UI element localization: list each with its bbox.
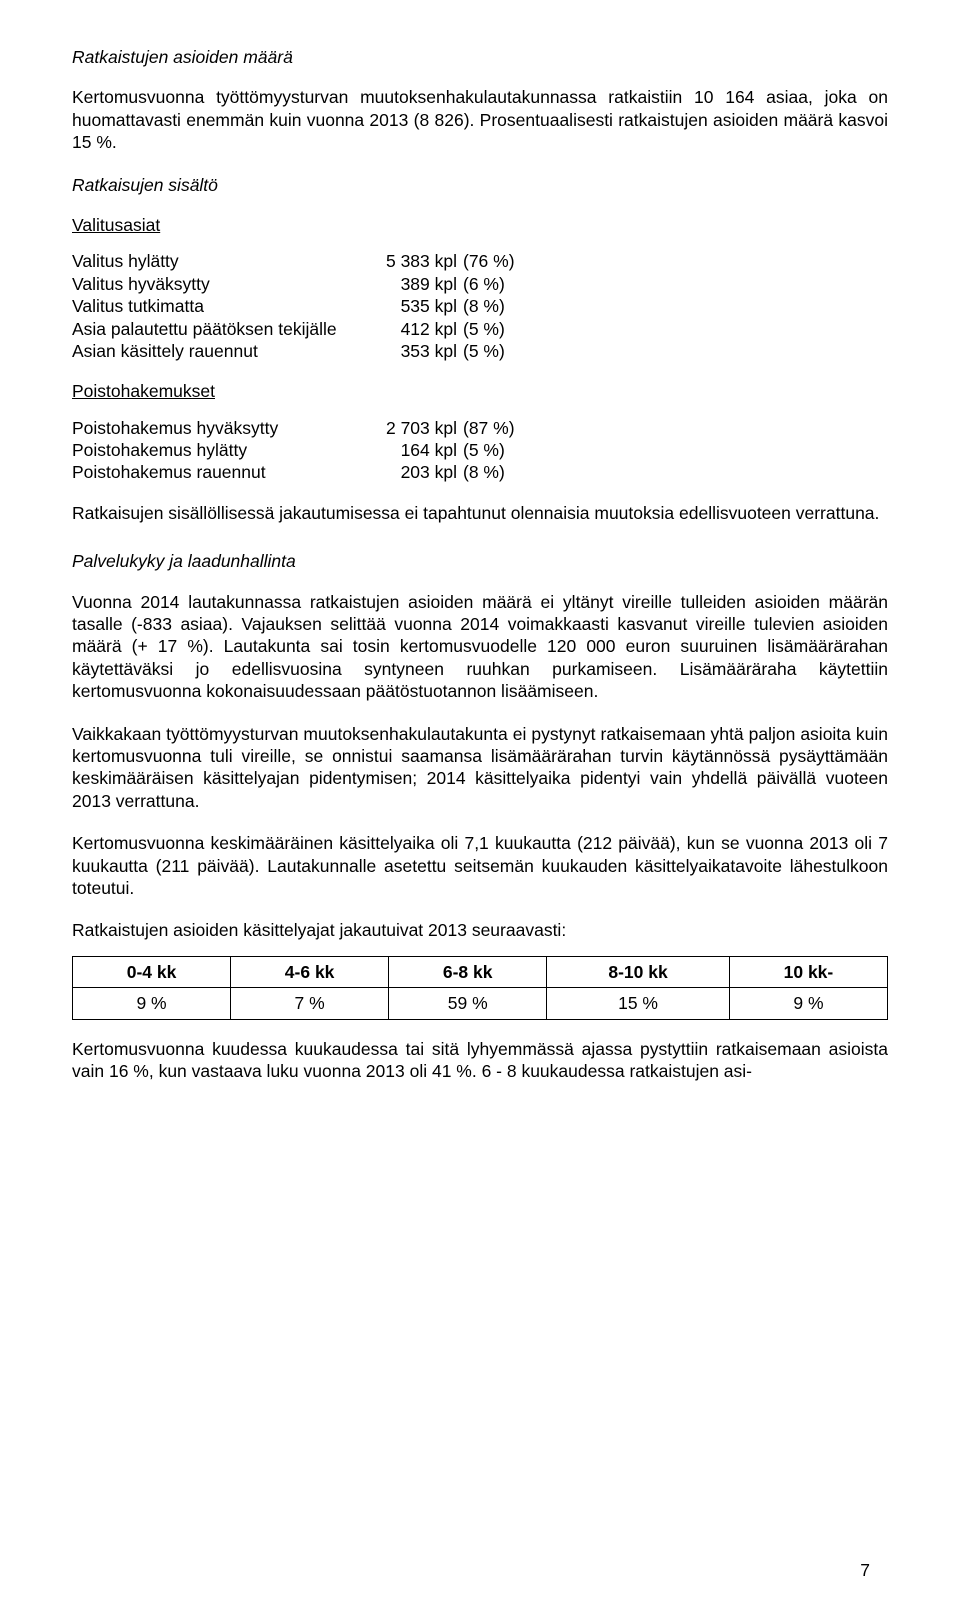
item-label: Valitus hylätty — [72, 250, 362, 272]
table-cell: 59 % — [389, 988, 547, 1019]
section-heading-palvelukyky: Palvelukyky ja laadunhallinta — [72, 550, 888, 572]
item-count: 389 kpl — [362, 273, 463, 295]
table-row: 9 % 7 % 59 % 15 % 9 % — [73, 988, 888, 1019]
list-item: Asian käsittely rauennut 353 kpl (5 %) — [72, 340, 888, 362]
subheading-valitusasiat: Valitusasiat — [72, 214, 888, 236]
body-paragraph: Ratkaistujen asioiden käsittelyajat jaka… — [72, 919, 888, 941]
item-count: 535 kpl — [362, 295, 463, 317]
body-paragraph: Kertomusvuonna keskimääräinen käsittelya… — [72, 832, 888, 899]
list-item: Asia palautettu päätöksen tekijälle 412 … — [72, 318, 888, 340]
table-header-cell: 4-6 kk — [231, 956, 389, 987]
closing-paragraph: Kertomusvuonna kuudessa kuukaudessa tai … — [72, 1038, 888, 1083]
table-header-cell: 8-10 kk — [547, 956, 730, 987]
body-paragraph: Vaikkakaan työttömyysturvan muutoksenhak… — [72, 723, 888, 813]
list-item: Poistohakemus hylätty 164 kpl (5 %) — [72, 439, 888, 461]
item-label: Poistohakemus hylätty — [72, 439, 362, 461]
table-cell: 7 % — [231, 988, 389, 1019]
list-item: Valitus tutkimatta 535 kpl (8 %) — [72, 295, 888, 317]
poisto-list: Poistohakemus hyväksytty 2 703 kpl (87 %… — [72, 417, 888, 484]
table-cell: 15 % — [547, 988, 730, 1019]
page-title: Ratkaistujen asioiden määrä — [72, 46, 888, 68]
list-item: Poistohakemus rauennut 203 kpl (8 %) — [72, 461, 888, 483]
table-header-cell: 0-4 kk — [73, 956, 231, 987]
item-label: Poistohakemus rauennut — [72, 461, 362, 483]
intro-paragraph: Kertomusvuonna työttömyysturvan muutokse… — [72, 86, 888, 153]
item-percent: (5 %) — [463, 340, 533, 362]
list-item: Valitus hylätty 5 383 kpl (76 %) — [72, 250, 888, 272]
item-label: Valitus tutkimatta — [72, 295, 362, 317]
item-count: 5 383 kpl — [362, 250, 463, 272]
after-tables-paragraph: Ratkaisujen sisällöllisessä jakautumises… — [72, 502, 888, 524]
item-label: Asian käsittely rauennut — [72, 340, 362, 362]
subheading-poistohakemukset: Poistohakemukset — [72, 380, 888, 402]
table-header-cell: 6-8 kk — [389, 956, 547, 987]
item-percent: (5 %) — [463, 318, 533, 340]
list-item: Poistohakemus hyväksytty 2 703 kpl (87 %… — [72, 417, 888, 439]
item-count: 203 kpl — [362, 461, 463, 483]
item-percent: (8 %) — [463, 461, 533, 483]
item-percent: (76 %) — [463, 250, 533, 272]
table-row: 0-4 kk 4-6 kk 6-8 kk 8-10 kk 10 kk- — [73, 956, 888, 987]
item-count: 2 703 kpl — [362, 417, 463, 439]
item-percent: (6 %) — [463, 273, 533, 295]
section-heading-content: Ratkaisujen sisältö — [72, 174, 888, 196]
valitus-list: Valitus hylätty 5 383 kpl (76 %) Valitus… — [72, 250, 888, 362]
processing-time-table: 0-4 kk 4-6 kk 6-8 kk 8-10 kk 10 kk- 9 % … — [72, 956, 888, 1020]
item-percent: (87 %) — [463, 417, 533, 439]
item-count: 164 kpl — [362, 439, 463, 461]
table-cell: 9 % — [73, 988, 231, 1019]
item-label: Poistohakemus hyväksytty — [72, 417, 362, 439]
body-paragraph: Vuonna 2014 lautakunnassa ratkaistujen a… — [72, 591, 888, 703]
item-label: Asia palautettu päätöksen tekijälle — [72, 318, 362, 340]
document-page: Ratkaistujen asioiden määrä Kertomusvuon… — [0, 0, 960, 1605]
item-percent: (8 %) — [463, 295, 533, 317]
item-count: 412 kpl — [362, 318, 463, 340]
item-label: Valitus hyväksytty — [72, 273, 362, 295]
list-item: Valitus hyväksytty 389 kpl (6 %) — [72, 273, 888, 295]
item-percent: (5 %) — [463, 439, 533, 461]
table-header-cell: 10 kk- — [729, 956, 887, 987]
page-number: 7 — [860, 1559, 870, 1581]
table-cell: 9 % — [729, 988, 887, 1019]
item-count: 353 kpl — [362, 340, 463, 362]
